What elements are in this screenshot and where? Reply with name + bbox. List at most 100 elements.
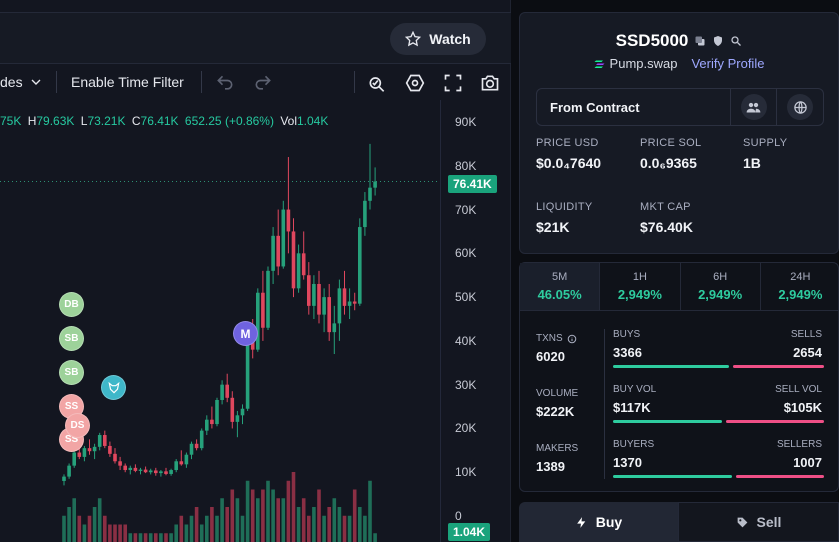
candle-body[interactable] [322,297,326,315]
candle-body[interactable] [220,384,224,400]
buy-button[interactable]: Buy [519,502,678,542]
candle-body[interactable] [271,235,275,271]
trade-marker-sb[interactable]: SB [59,360,84,385]
candle-body[interactable] [317,283,321,315]
candle-body[interactable] [97,435,102,447]
time-filter-toggle[interactable]: Enable Time Filter [57,64,199,100]
tab-24h[interactable]: 24H 2,949% [761,263,839,310]
trade-marker-m[interactable]: M [233,321,258,346]
volume-bar [368,480,372,542]
ohlc-high-value: 79.63K [36,114,75,128]
tab-1h[interactable]: 1H 2,949% [600,263,681,310]
candle-body[interactable] [77,452,82,457]
verify-profile-link[interactable]: Verify Profile [691,56,765,71]
tab-6h[interactable]: 6H 2,949% [681,263,761,310]
tab-5m[interactable]: 5M 46.05% [520,263,601,310]
volume-bar [82,524,87,542]
candle-body[interactable] [128,467,133,471]
candle-body[interactable] [368,187,372,201]
watch-label: Watch [429,31,471,47]
stat-price-usd: PRICE USD $0.0₄7640 [536,137,601,171]
candle-body[interactable] [143,469,148,473]
candle-body[interactable] [169,470,173,474]
candle-body[interactable] [210,419,214,425]
stat-supply: SUPPLY 1B [743,137,787,171]
candle-body[interactable] [133,467,138,471]
candle-body[interactable] [67,465,71,477]
candle-body[interactable] [179,461,184,465]
candle-body[interactable] [225,384,229,398]
candle-body[interactable] [113,453,117,462]
candle-body[interactable] [235,415,240,422]
community-button[interactable] [731,89,777,125]
candle-body[interactable] [215,399,219,425]
trades-dropdown[interactable]: des [0,64,44,100]
redo-icon[interactable] [252,72,274,94]
candle-body[interactable] [312,283,316,306]
undo-icon[interactable] [214,72,236,94]
candle-body[interactable] [256,292,260,350]
candle-body[interactable] [347,301,352,306]
candle-body[interactable] [108,445,112,454]
sell-button[interactable]: Sell [678,502,839,542]
candle-body[interactable] [358,227,362,304]
fullscreen-icon[interactable] [442,72,464,94]
search-icon[interactable] [730,35,742,47]
candle-body[interactable] [261,292,265,328]
candle-body[interactable] [92,446,97,452]
camera-icon[interactable] [479,72,501,94]
shield-icon[interactable] [712,35,724,47]
candle-body[interactable] [373,181,377,188]
candle-body[interactable] [194,443,199,449]
candle-body[interactable] [337,288,342,324]
candle-body[interactable] [307,275,311,306]
settings-hex-icon[interactable] [404,72,426,94]
candle-body[interactable] [148,470,153,473]
candle-body[interactable] [352,301,357,304]
volume-bar [103,515,107,542]
trade-marker-ds[interactable]: DS [65,413,90,438]
candle-body[interactable] [123,465,127,471]
candle-body[interactable] [189,443,194,455]
trade-marker-db[interactable]: DB [59,292,84,317]
candle-body[interactable] [266,270,270,328]
period-label: 5M [551,271,568,283]
candle-body[interactable] [281,209,286,267]
info-icon[interactable] [567,334,577,344]
candle-body[interactable] [291,231,296,289]
candle-body[interactable] [82,448,87,457]
candle-body[interactable] [286,209,291,232]
candle-body[interactable] [103,435,107,446]
dex-link[interactable]: Pump.swap [594,56,677,71]
candle-body[interactable] [154,470,158,474]
candle-body[interactable] [245,336,250,409]
candle-body[interactable] [301,253,306,276]
candle-body[interactable] [62,476,66,481]
candle-body[interactable] [159,471,163,474]
candle-body[interactable] [240,408,245,416]
candle-body[interactable] [164,471,168,474]
candle-body[interactable] [72,452,76,466]
candle-body[interactable] [199,430,204,449]
candle-body[interactable] [342,288,347,306]
wallet-logo-marker[interactable] [101,375,126,400]
candle-body[interactable] [230,397,235,422]
copy-icon[interactable] [694,35,706,47]
candle-body[interactable] [174,461,178,471]
indicator-icon[interactable] [366,72,388,94]
candle-body[interactable] [138,469,143,471]
candle-body[interactable] [276,235,280,267]
watch-button[interactable]: Watch [390,23,486,55]
candle-body[interactable] [327,297,331,333]
candle-body[interactable] [87,448,92,452]
website-button[interactable] [777,89,823,125]
stat-label: PRICE USD [536,137,599,149]
candle-body[interactable] [118,461,122,466]
candle-body[interactable] [184,454,189,465]
candle-body[interactable] [205,419,209,431]
candle-body[interactable] [296,253,301,289]
candle-body[interactable] [332,323,337,333]
trade-marker-sb[interactable]: SB [59,326,84,351]
candlestick-chart[interactable] [0,100,440,542]
candle-body[interactable] [363,200,367,228]
